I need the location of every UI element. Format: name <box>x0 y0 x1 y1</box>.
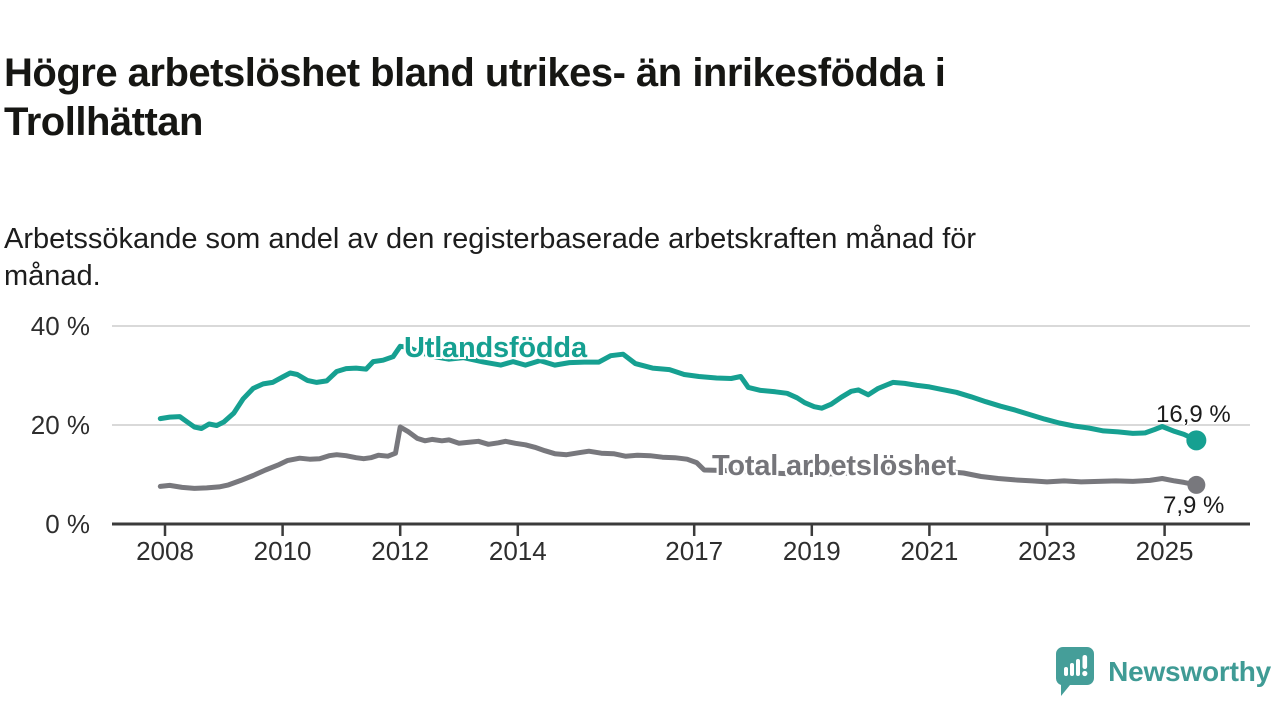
logo-exclamation-dot <box>1082 670 1088 677</box>
x-axis-tick-label: 2019 <box>782 536 841 566</box>
series-end-dot-1 <box>1187 475 1206 494</box>
page-title: Högre arbetslöshet bland utrikes- än inr… <box>4 50 946 144</box>
logo-exclamation-bar <box>1082 655 1088 669</box>
x-axis-tick-label: 2008 <box>136 536 194 566</box>
x-axis-tick-label: 2010 <box>253 536 312 566</box>
series-end-dot-0 <box>1186 430 1207 451</box>
newsworthy-logo-icon <box>1056 647 1095 696</box>
series-line-1 <box>157 424 1199 491</box>
x-axis-tick-label: 2021 <box>900 536 959 566</box>
end-value-label-utlandsfodda: 16,9 % <box>1156 401 1231 428</box>
y-axis-tick-label: 0 % <box>45 509 90 539</box>
newsworthy-logo: Newsworthy <box>1055 646 1271 698</box>
x-axis-tick-label: 2014 <box>488 536 547 566</box>
page-subtitle: Arbetssökande som andel av den registerb… <box>4 223 977 292</box>
logo-bar-medium <box>1070 663 1075 676</box>
series-line-0 <box>157 343 1199 443</box>
logo-bar-large <box>1076 659 1081 676</box>
newsworthy-wordmark: Newsworthy <box>1108 656 1271 687</box>
x-axis-tick-label: 2023 <box>1018 536 1076 566</box>
x-axis-tick-label: 2012 <box>371 536 430 566</box>
end-value-label-total: 7,9 % <box>1163 492 1225 519</box>
y-axis-tick-label: 20 % <box>30 410 90 440</box>
x-axis-tick-label: 2025 <box>1135 536 1194 566</box>
logo-bar-small <box>1064 667 1069 676</box>
series-label-total-arbetsloshet: Total arbetslöshet <box>712 450 957 482</box>
y-axis-tick-label: 40 % <box>30 311 90 341</box>
x-axis-tick-label: 2017 <box>665 536 724 566</box>
series-label-utlandsfodda: Utlandsfödda <box>404 332 587 364</box>
